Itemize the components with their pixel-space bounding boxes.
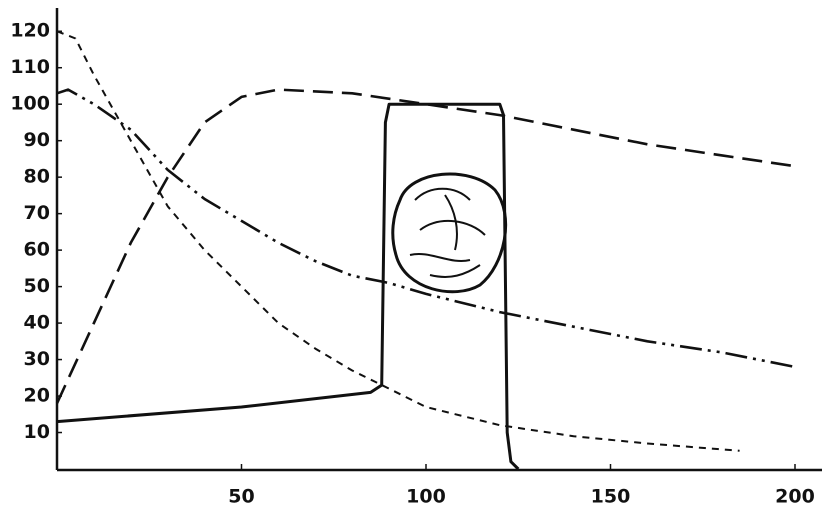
y-tick-label: 100	[10, 93, 50, 115]
y-tick-label: 70	[24, 202, 50, 224]
y-tick-label: 10	[24, 421, 50, 443]
y-tick-label: 20	[24, 385, 50, 407]
y-tick-label: 80	[24, 166, 50, 188]
y-tick-label: 110	[10, 56, 50, 78]
illustration	[391, 172, 508, 294]
x-tick-label: 150	[591, 486, 631, 508]
y-tick-label: 40	[24, 312, 50, 334]
y-tick-label: 50	[24, 275, 50, 297]
line-series	[56, 30, 740, 452]
y-tick-label: 30	[24, 348, 50, 370]
y-tick-label: 90	[24, 129, 50, 151]
y-tick-label: 120	[10, 20, 50, 42]
x-tick-label: 200	[775, 486, 815, 508]
line-series	[56, 88, 796, 369]
line-series	[56, 102, 520, 471]
line-series	[55, 88, 796, 404]
y-tick-label: 60	[24, 239, 50, 261]
x-tick-label: 100	[406, 486, 446, 508]
x-tick-label: 50	[228, 486, 254, 508]
